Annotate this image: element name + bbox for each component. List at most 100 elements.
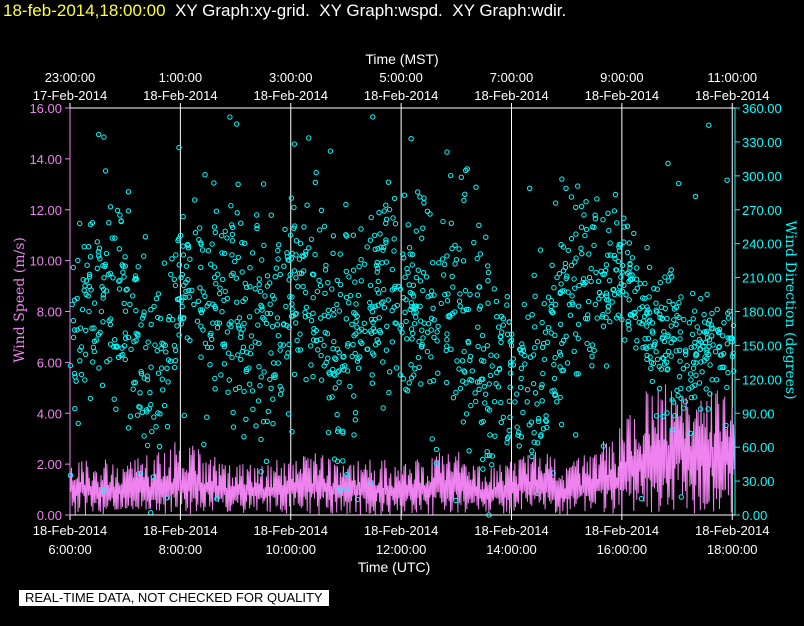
wind-direction-point [368,214,374,221]
wind-direction-point [508,342,515,349]
bottom-tick-date: 18-Feb-2014 [474,523,548,538]
wind-direction-point [665,160,671,167]
wind-direction-point [254,222,260,229]
wind-direction-point [71,327,78,333]
wind-direction-point [383,239,389,246]
wind-direction-point [346,274,352,280]
wind-direction-point [417,278,424,284]
wind-direction-point [187,256,193,262]
wind-direction-point [198,309,205,316]
wind-direction-point [440,272,447,278]
wind-direction-point [212,386,218,392]
wind-direction-point [634,285,640,291]
wind-direction-point [77,347,83,353]
wind-direction-point [235,254,242,260]
wind-direction-point [287,272,293,278]
top-tick-time: 1:00:00 [159,70,202,85]
wind-direction-point [488,352,494,358]
wind-direction-point [374,337,380,343]
wind-direction-point [289,301,295,307]
wind-direction-point [258,302,264,308]
wind-direction-point [724,341,730,347]
wind-direction-point [272,274,278,280]
wind-direction-point [345,343,351,349]
wind-direction-point [381,208,387,214]
wind-direction-point [133,330,139,337]
wind-direction-point [558,242,564,248]
wind-direction-point [187,337,193,344]
wind-direction-point [372,316,378,323]
wind-direction-point [261,369,267,375]
wind-direction-point [185,245,192,251]
wind-direction-point [289,294,295,300]
wind-direction-point [664,410,670,416]
wind-direction-point [309,271,316,277]
wind-direction-point [357,354,363,360]
wind-direction-point [413,274,419,281]
wind-direction-point [467,357,473,364]
wind-direction-point [594,196,600,202]
wind-direction-point [149,428,155,435]
wind-direction-point [640,295,646,301]
wind-direction-point [376,290,382,296]
wind-direction-point [524,399,530,405]
wind-direction-point [221,361,228,367]
wind-direction-point [725,315,732,321]
wind-direction-point [171,342,178,349]
wind-direction-point [325,280,331,286]
wind-direction-point [726,308,733,314]
wind-direction-point [465,306,471,313]
wind-direction-point [664,315,670,322]
wind-direction-point [596,296,602,302]
wind-direction-point [373,262,380,269]
wind-direction-point [538,432,544,438]
wind-direction-point [648,359,655,366]
wind-direction-point [485,278,491,284]
wind-direction-point [529,312,535,318]
wind-direction-point [305,312,312,318]
wind-direction-point [724,177,730,183]
wind-direction-point [452,309,458,315]
wind-direction-point [379,260,385,266]
right-axis-title: Wind Direction (degrees) [782,220,798,399]
bottom-tick-date: 18-Feb-2014 [143,523,217,538]
wind-direction-point [72,406,78,412]
wind-direction-point [594,315,600,321]
wind-direction-point [229,222,235,228]
wind-direction-point [219,233,225,239]
wind-direction-point [257,288,263,295]
wind-direction-point [476,306,482,312]
wind-direction-point [480,456,486,463]
wind-direction-point [457,291,463,297]
wind-direction-point [478,376,484,382]
wind-direction-point [101,275,107,281]
wind-direction-point [554,399,560,405]
wind-direction-point [707,362,713,368]
wind-direction-point [443,347,449,354]
wind-direction-point [269,323,276,330]
right-tick-label: 0.00 [742,508,767,523]
wind-direction-point [568,262,575,269]
wind-direction-point [600,311,606,318]
wind-direction-point [571,348,577,354]
wind-direction-point [498,399,504,406]
wind-direction-point [445,313,451,319]
wind-direction-point [498,339,504,345]
wind-direction-point [297,240,304,247]
wind-direction-point [545,294,552,300]
wind-direction-point [344,368,351,374]
wind-direction-point [515,432,521,438]
wind-direction-point [291,141,298,147]
wind-direction-point [184,335,191,341]
wind-direction-point [646,294,652,300]
wind-direction-point [89,220,96,226]
wind-direction-point [249,250,256,256]
wind-direction-point [256,276,262,282]
wind-direction-point [165,379,171,385]
wind-direction-point [161,260,168,266]
wind-direction-point [600,443,607,449]
wind-direction-point [552,355,558,361]
wind-direction-point [150,474,157,480]
wind-direction-point [343,316,349,322]
right-tick-label: 210.00 [742,271,782,286]
